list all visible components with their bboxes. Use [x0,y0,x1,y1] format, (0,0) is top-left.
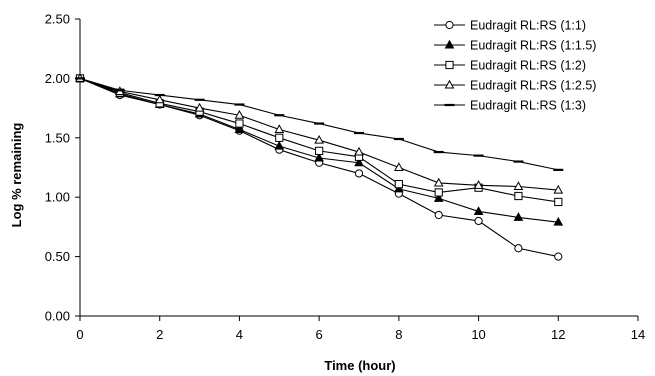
data-point [194,102,205,112]
x-tick-label: 10 [471,327,485,342]
legend-label: Eudragit RL:RS (1:1.5) [470,39,596,53]
data-point [275,133,284,142]
legend-item-2: Eudragit RL:RS (1:1.5) [434,39,596,53]
y-axis-title: Log % remaining [9,123,24,228]
x-tick-label: 8 [395,327,402,342]
data-point [513,212,524,221]
y-tick-label: 0.50 [45,249,70,264]
data-point [274,140,285,150]
data-point [473,180,484,189]
y-tick-label: 1.00 [45,190,70,205]
y-tick-label: 2.50 [45,12,70,27]
data-point [394,183,404,193]
x-tick-label: 2 [156,327,163,342]
data-point [235,119,244,128]
x-tick-label: 4 [236,327,243,342]
data-point [234,109,245,119]
legend: Eudragit RL:RS (1:1) Eudragit RL:RS (1:1.… [434,19,596,113]
x-tick-label: 14 [631,327,645,342]
data-point [394,180,403,189]
data-point [473,206,484,215]
data-point [314,134,324,144]
data-point [354,157,364,167]
data-point [434,210,443,220]
data-point [554,252,563,261]
data-point [513,181,524,191]
data-point [433,177,444,187]
legend-label: Eudragit RL:RS (1:2.5) [470,79,596,93]
series-5 [75,77,564,171]
data-point [514,244,523,253]
data-point [354,146,364,156]
legend-item-3: Eudragit RL:RS (1:2) [434,59,586,73]
legend-label: Eudragit RL:RS (1:2) [470,59,586,73]
series-line [79,77,559,191]
data-point [154,94,165,104]
series-4 [75,73,564,194]
data-point [554,197,563,207]
y-tick-label: 0.00 [45,309,70,324]
data-point [314,152,324,162]
data-point [474,216,483,226]
legend-label: Eudragit RL:RS (1:1) [470,19,586,33]
data-point [274,124,285,133]
legend-marker [445,60,454,70]
data-point [394,162,404,171]
legend-marker [444,39,455,49]
axes: 0.00 0.50 1.00 1.50 2.00 2.50 0 2 4 6 8 10 12 14 [45,12,646,343]
data-point [553,216,564,226]
legend-item-5: Eudragit RL:RS (1:3) [434,99,586,113]
x-tick-label: 6 [316,327,323,342]
data-point [434,188,443,197]
legend-marker [444,79,455,89]
data-point [354,169,364,178]
y-tick-label: 2.00 [45,71,70,86]
legend-item-1: Eudragit RL:RS (1:1) [434,19,586,33]
x-axis-title: Time (hour) [324,358,395,373]
data-point [433,193,444,202]
legend-marker [445,20,454,30]
series-layer [75,73,564,261]
x-tick-label: 0 [76,327,83,342]
data-point [234,124,245,133]
data-point [553,184,564,194]
data-point [315,146,324,155]
data-point [514,191,523,201]
y-tick-label: 1.50 [45,130,70,145]
legend-item-4: Eudragit RL:RS (1:2.5) [434,79,596,93]
legend-label: Eudragit RL:RS (1:3) [470,99,586,113]
x-tick-label: 12 [551,327,565,342]
